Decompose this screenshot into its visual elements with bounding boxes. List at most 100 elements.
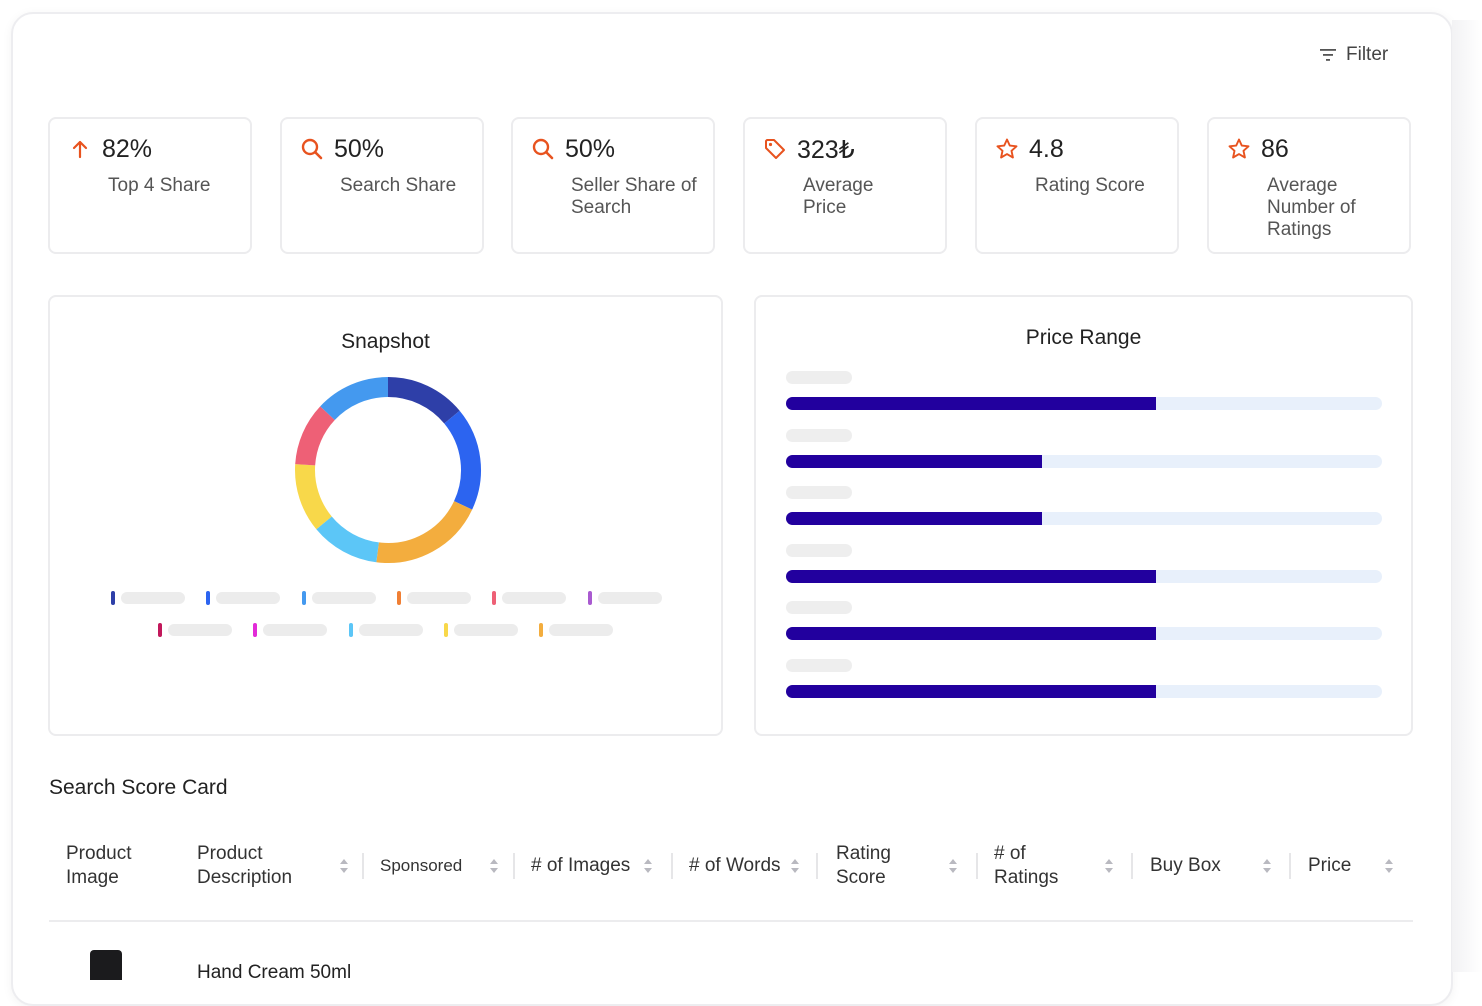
column-label: # of Ratings	[994, 843, 1059, 888]
price-range-bar[interactable]	[786, 569, 1156, 583]
price-range-label-placeholder	[786, 428, 852, 442]
donut-slice-2[interactable]	[376, 500, 473, 563]
donut-slice-3[interactable]	[316, 516, 380, 563]
kpi-label: Average Number of Ratings	[1267, 175, 1356, 240]
donut-slice-6[interactable]	[320, 377, 389, 421]
price-range-label-placeholder	[786, 658, 852, 672]
sort-icon[interactable]	[948, 858, 958, 874]
table-header-divider	[49, 920, 1413, 922]
column-header-number-of-ratings[interactable]: # of Ratings	[994, 836, 1074, 896]
sort-icon[interactable]	[489, 858, 499, 874]
kpi-card-average-price: 323₺ Average Price	[743, 117, 947, 254]
column-header-sponsored[interactable]: Sponsored	[380, 836, 490, 896]
snapshot-title: Snapshot	[341, 330, 430, 353]
snapshot-donut-chart	[295, 377, 481, 563]
kpi-card-average-ratings: 86 Average Number of Ratings	[1207, 117, 1411, 254]
kpi-card-seller-share: 50% Seller Share of Search	[511, 117, 715, 254]
price-range-label-placeholder	[786, 371, 852, 384]
donut-slice-0[interactable]	[387, 377, 460, 424]
legend-swatch	[348, 623, 353, 637]
page-edge	[1452, 20, 1482, 972]
column-header-rating-score[interactable]: Rating Score	[836, 836, 916, 896]
sort-icon[interactable]	[790, 858, 800, 874]
price-range-track	[786, 684, 1382, 698]
column-header-product-description[interactable]: Product Description	[197, 836, 317, 896]
column-label: # of Images	[531, 855, 631, 876]
kpi-label: Top 4 Share	[108, 175, 211, 196]
legend-label-placeholder	[121, 592, 185, 604]
price-tag-icon	[765, 139, 785, 159]
legend-item[interactable]	[158, 623, 232, 637]
legend-label-placeholder	[168, 624, 232, 636]
price-range-bar[interactable]	[786, 684, 1156, 698]
kpi-value: 82%	[102, 135, 153, 163]
price-range-bar[interactable]	[786, 627, 1156, 640]
arrow-up-icon	[72, 140, 88, 159]
legend-swatch	[253, 623, 258, 637]
column-label: Buy Box	[1150, 855, 1221, 876]
filter-label: Filter	[1346, 44, 1389, 65]
column-label: Sponsored	[380, 856, 463, 875]
donut-slice-5[interactable]	[295, 406, 336, 466]
price-range-track	[786, 627, 1382, 640]
legend-item[interactable]	[443, 623, 518, 637]
legend-item[interactable]	[348, 623, 423, 637]
product-description[interactable]: Hand Cream 50ml	[197, 962, 352, 983]
kpi-value: 86	[1261, 135, 1289, 163]
search-score-card-title: Search Score Card	[49, 776, 228, 799]
column-header-number-of-images[interactable]: # of Images	[531, 836, 651, 896]
column-label: Rating Score	[836, 843, 891, 888]
legend-swatch	[301, 591, 306, 605]
legend-item[interactable]	[492, 591, 567, 605]
price-range-bar[interactable]	[786, 397, 1156, 410]
legend-label-placeholder	[502, 592, 567, 604]
price-range-bar[interactable]	[786, 512, 1042, 525]
column-separator	[671, 853, 673, 879]
score-card-table-header: Product Image Product Description Sponso…	[49, 836, 1413, 920]
kpi-card-search-share: 50% Search Share	[280, 117, 484, 254]
donut-slice-1[interactable]	[444, 410, 481, 510]
legend-item[interactable]	[301, 591, 376, 605]
legend-label-placeholder	[216, 592, 281, 604]
filter-button[interactable]: Filter	[1320, 44, 1388, 66]
legend-item[interactable]	[396, 591, 471, 605]
column-separator	[976, 853, 978, 879]
legend-item[interactable]	[539, 623, 614, 637]
kpi-card-top4-share: 82% Top 4 Share	[48, 117, 252, 254]
kpi-label: Search Share	[340, 175, 457, 196]
sort-icon[interactable]	[643, 858, 653, 874]
legend-item[interactable]	[253, 623, 328, 637]
legend-swatch	[587, 591, 592, 605]
sort-icon[interactable]	[1384, 858, 1394, 874]
legend-label-placeholder	[549, 624, 614, 636]
legend-swatch	[492, 591, 497, 605]
column-label: # of Words	[689, 855, 781, 876]
column-separator	[1289, 853, 1291, 879]
filter-icon	[1320, 49, 1336, 61]
sort-icon[interactable]	[339, 858, 349, 874]
column-header-price[interactable]: Price	[1308, 836, 1378, 896]
legend-item[interactable]	[587, 591, 662, 605]
product-thumbnail[interactable]	[90, 950, 122, 980]
kpi-value: 50%	[334, 135, 385, 163]
column-label: Price	[1308, 855, 1352, 876]
legend-item[interactable]	[206, 591, 281, 605]
kpi-value: 4.8	[1029, 135, 1064, 163]
price-range-title: Price Range	[1025, 326, 1142, 349]
donut-slice-4[interactable]	[295, 464, 332, 530]
legend-label-placeholder	[311, 592, 376, 604]
star-icon	[996, 138, 1018, 159]
column-header-number-of-words[interactable]: # of Words	[689, 836, 799, 896]
column-header-buy-box[interactable]: Buy Box	[1150, 836, 1250, 896]
price-range-label-placeholder	[786, 486, 852, 499]
legend-swatch	[158, 623, 162, 637]
legend-item[interactable]	[111, 591, 185, 605]
kpi-label: Rating Score	[1035, 175, 1145, 196]
sort-icon[interactable]	[1104, 858, 1114, 874]
price-range-bar[interactable]	[786, 454, 1042, 468]
sort-icon[interactable]	[1262, 858, 1272, 874]
price-range-track	[786, 569, 1382, 583]
legend-swatch	[396, 591, 401, 605]
legend-swatch	[111, 591, 115, 605]
column-header-product-image[interactable]: Product Image	[66, 836, 166, 896]
